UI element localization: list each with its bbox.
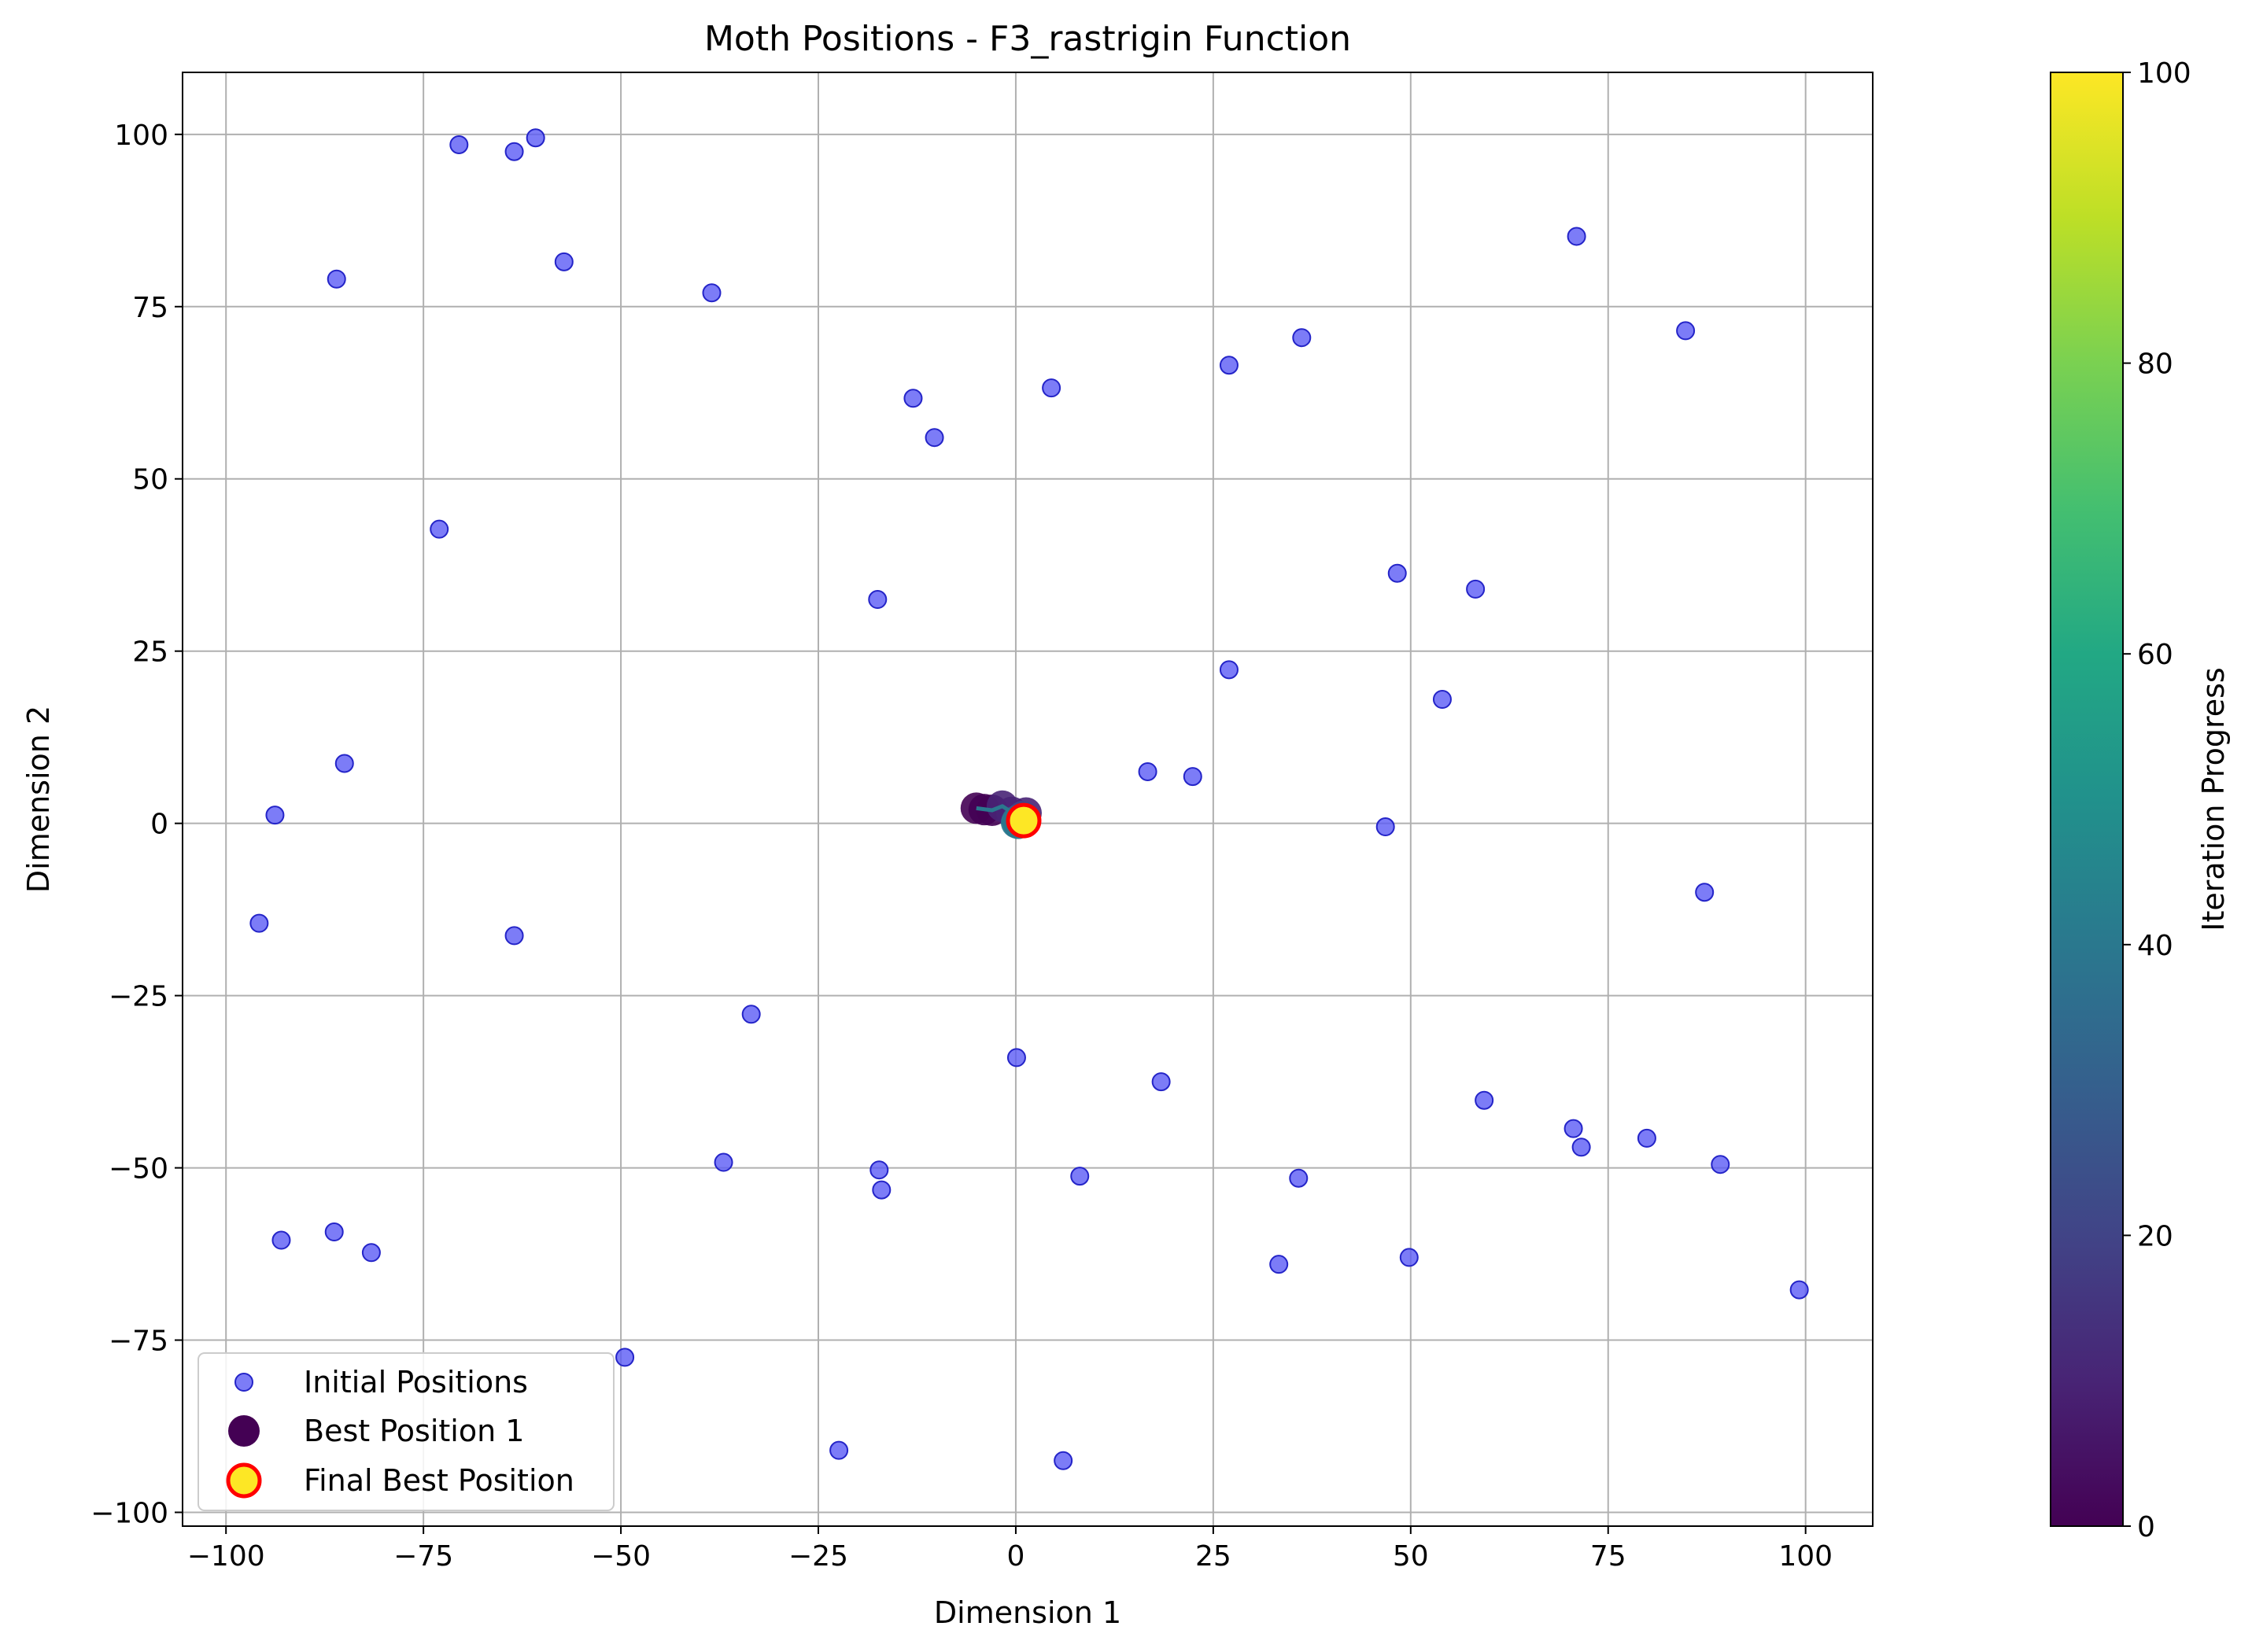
x-tick-label: 75 — [1590, 1540, 1626, 1573]
initial-position-point — [829, 1440, 849, 1460]
initial-position-point — [430, 519, 449, 539]
colorbar: 0 20 40 60 80 100 Iteration Progress — [2050, 57, 2231, 1543]
legend-label-best: Best Position 1 — [304, 1414, 524, 1448]
colorbar-gradient — [2050, 72, 2124, 1527]
x-tick-label: −75 — [393, 1540, 453, 1573]
initial-position-point — [1219, 660, 1239, 680]
colorbar-tick-label: 0 — [2137, 1511, 2155, 1543]
initial-position-point — [1637, 1128, 1656, 1148]
initial-position-point — [1042, 378, 1061, 398]
y-tick-label: 0 — [150, 809, 168, 841]
y-tick-label: −25 — [109, 981, 168, 1013]
initial-position-point — [554, 252, 574, 271]
initial-position-point — [702, 283, 722, 303]
x-axis-ticks: −100 −75 −50 −25 0 25 50 75 100 — [187, 1526, 1833, 1573]
y-tick-label: −100 — [90, 1497, 168, 1529]
initial-position-point — [615, 1348, 635, 1367]
initial-position-point — [903, 389, 923, 408]
legend-label-final: Final Best Position — [304, 1463, 574, 1498]
initial-position-point — [1399, 1248, 1419, 1267]
initial-position-point — [1289, 1168, 1309, 1188]
colorbar-label: Iteration Progress — [2196, 667, 2231, 931]
x-tick-label: −50 — [591, 1540, 651, 1573]
colorbar-ticks: 0 20 40 60 80 100 — [2123, 57, 2191, 1543]
y-tick-label: 75 — [132, 292, 168, 324]
y-tick-label: 100 — [114, 120, 168, 152]
initial-position-point — [1695, 883, 1715, 902]
x-tick-label: 25 — [1195, 1540, 1231, 1573]
initial-position-point — [1676, 321, 1696, 341]
initial-position-point — [1292, 328, 1312, 348]
legend-marker-best — [228, 1415, 260, 1447]
initial-position-point — [1466, 579, 1486, 599]
plot-frame — [182, 72, 1874, 1527]
initial-position-point — [361, 1243, 381, 1263]
initial-position-point — [872, 1180, 892, 1200]
initial-position-point — [1475, 1090, 1494, 1110]
initial-position-point — [504, 926, 524, 946]
y-tick-label: 50 — [132, 464, 168, 496]
final-best-position-point — [1006, 802, 1042, 839]
initial-position-point — [449, 135, 469, 154]
legend-label-initial: Initial Positions — [304, 1365, 528, 1399]
initial-position-point — [526, 128, 545, 148]
y-axis-ticks: −100 −75 −50 −25 0 25 50 75 100 — [90, 120, 183, 1529]
initial-position-point — [1006, 1048, 1026, 1068]
initial-position-point — [1571, 1138, 1591, 1157]
y-tick-label: −75 — [109, 1326, 168, 1358]
colorbar-tick-label: 40 — [2137, 930, 2173, 962]
initial-position-point — [1151, 1072, 1171, 1092]
initial-position-point — [1138, 761, 1157, 781]
x-tick-label: −25 — [788, 1540, 848, 1573]
initial-position-point — [1567, 227, 1586, 246]
legend-marker-final — [226, 1462, 262, 1499]
initial-position-point — [925, 428, 944, 448]
chart-title: Moth Positions - F3_rastrigin Function — [704, 19, 1351, 59]
x-tick-label: 100 — [1778, 1540, 1833, 1573]
x-axis-label: Dimension 1 — [934, 1595, 1121, 1630]
initial-position-point — [1789, 1280, 1809, 1300]
initial-position-point — [1219, 356, 1239, 375]
colorbar-tick-label: 20 — [2137, 1220, 2173, 1252]
initial-position-point — [869, 1160, 889, 1180]
legend-marker-initial — [234, 1373, 253, 1392]
initial-position-point — [324, 1222, 344, 1242]
initial-position-point — [868, 590, 888, 610]
x-tick-label: 0 — [1006, 1540, 1024, 1573]
y-axis-label: Dimension 2 — [21, 706, 56, 893]
x-tick-label: −100 — [187, 1540, 265, 1573]
initial-position-point — [1432, 690, 1452, 710]
initial-position-point — [1070, 1167, 1090, 1186]
initial-position-point — [1183, 767, 1202, 787]
initial-position-point — [714, 1152, 733, 1172]
x-tick-label: 50 — [1393, 1540, 1429, 1573]
initial-position-point — [334, 754, 354, 773]
initial-position-point — [1563, 1119, 1583, 1138]
colorbar-tick-label: 60 — [2137, 639, 2173, 671]
colorbar-tick-label: 80 — [2137, 348, 2173, 381]
y-tick-label: 25 — [132, 636, 168, 669]
initial-position-point — [1375, 817, 1395, 837]
initial-position-point — [1711, 1155, 1730, 1174]
colorbar-tick-label: 100 — [2137, 57, 2191, 90]
initial-position-point — [1387, 563, 1407, 583]
data-layer — [249, 128, 1809, 1470]
initial-position-point — [327, 269, 346, 289]
initial-position-point — [271, 1230, 291, 1250]
initial-position-point — [504, 142, 524, 161]
legend: Initial Positions Best Position 1 Final … — [198, 1352, 615, 1511]
initial-position-point — [1054, 1451, 1073, 1470]
initial-position-point — [265, 806, 285, 825]
initial-position-point — [741, 1005, 761, 1024]
initial-position-point — [1269, 1255, 1289, 1274]
y-tick-label: −50 — [109, 1153, 168, 1186]
initial-position-point — [249, 913, 269, 933]
legend-box — [198, 1352, 615, 1511]
